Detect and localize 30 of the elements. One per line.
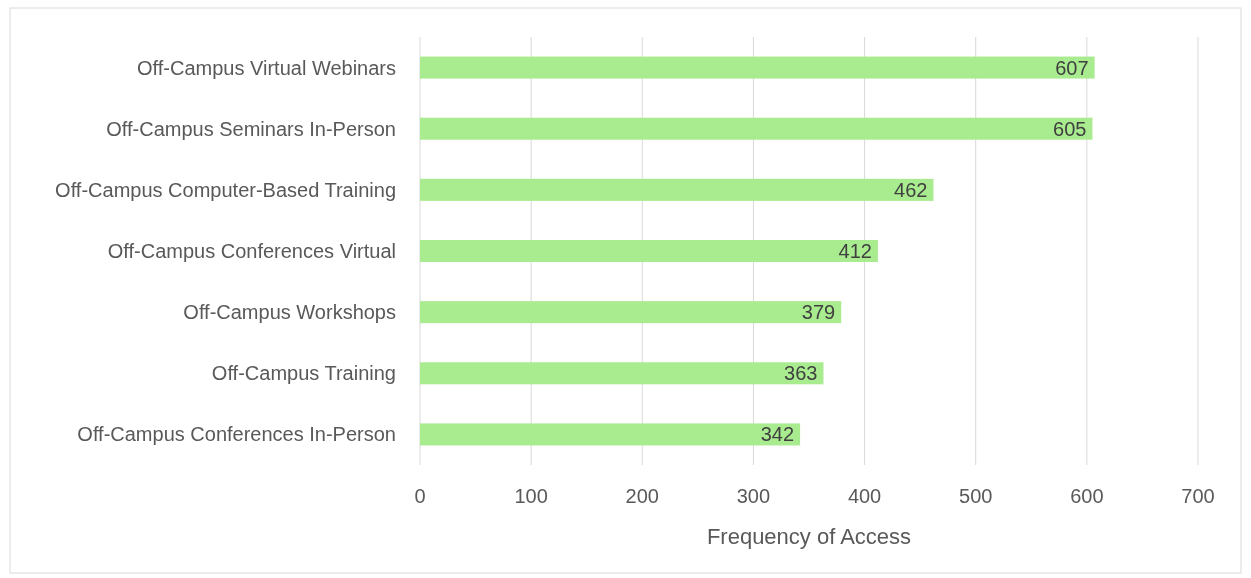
x-tick-label: 600 <box>1070 485 1104 507</box>
bar <box>420 301 842 324</box>
data-label: 412 <box>838 240 872 262</box>
data-label: 605 <box>1053 117 1087 140</box>
bar <box>420 117 1093 140</box>
bar <box>420 178 934 201</box>
x-tick-label: 700 <box>1181 485 1215 507</box>
x-axis-title: Frequency of Access <box>706 524 912 549</box>
x-tick-label: 200 <box>625 485 659 507</box>
y-tick-label: Off-Campus Conferences In-Person <box>77 423 396 446</box>
y-tick-label: Off-Campus Training <box>211 362 396 385</box>
y-tick-label: Off-Campus Computer-Based Training <box>55 178 396 201</box>
y-tick-label: Off-Campus Conferences Virtual <box>107 240 396 262</box>
data-label: 462 <box>894 178 928 201</box>
y-tick-label: Off-Campus Workshops <box>183 301 396 324</box>
data-label: 379 <box>801 301 836 324</box>
bar <box>420 362 824 385</box>
bar <box>420 239 878 263</box>
data-label: 607 <box>1055 56 1089 79</box>
y-tick-label: Off-Campus Virtual Webinars <box>137 56 396 79</box>
x-tick-label: 0 <box>414 485 426 507</box>
x-tick-label: 500 <box>959 485 993 507</box>
x-tick-label: 100 <box>514 485 548 507</box>
bar <box>420 56 1095 79</box>
y-tick-label: Off-Campus Seminars In-Person <box>106 117 396 140</box>
bar <box>420 423 801 446</box>
x-tick-label: 400 <box>847 485 882 507</box>
data-label: 363 <box>784 362 818 385</box>
x-tick-label: 300 <box>736 485 771 507</box>
data-label: 342 <box>760 423 795 446</box>
